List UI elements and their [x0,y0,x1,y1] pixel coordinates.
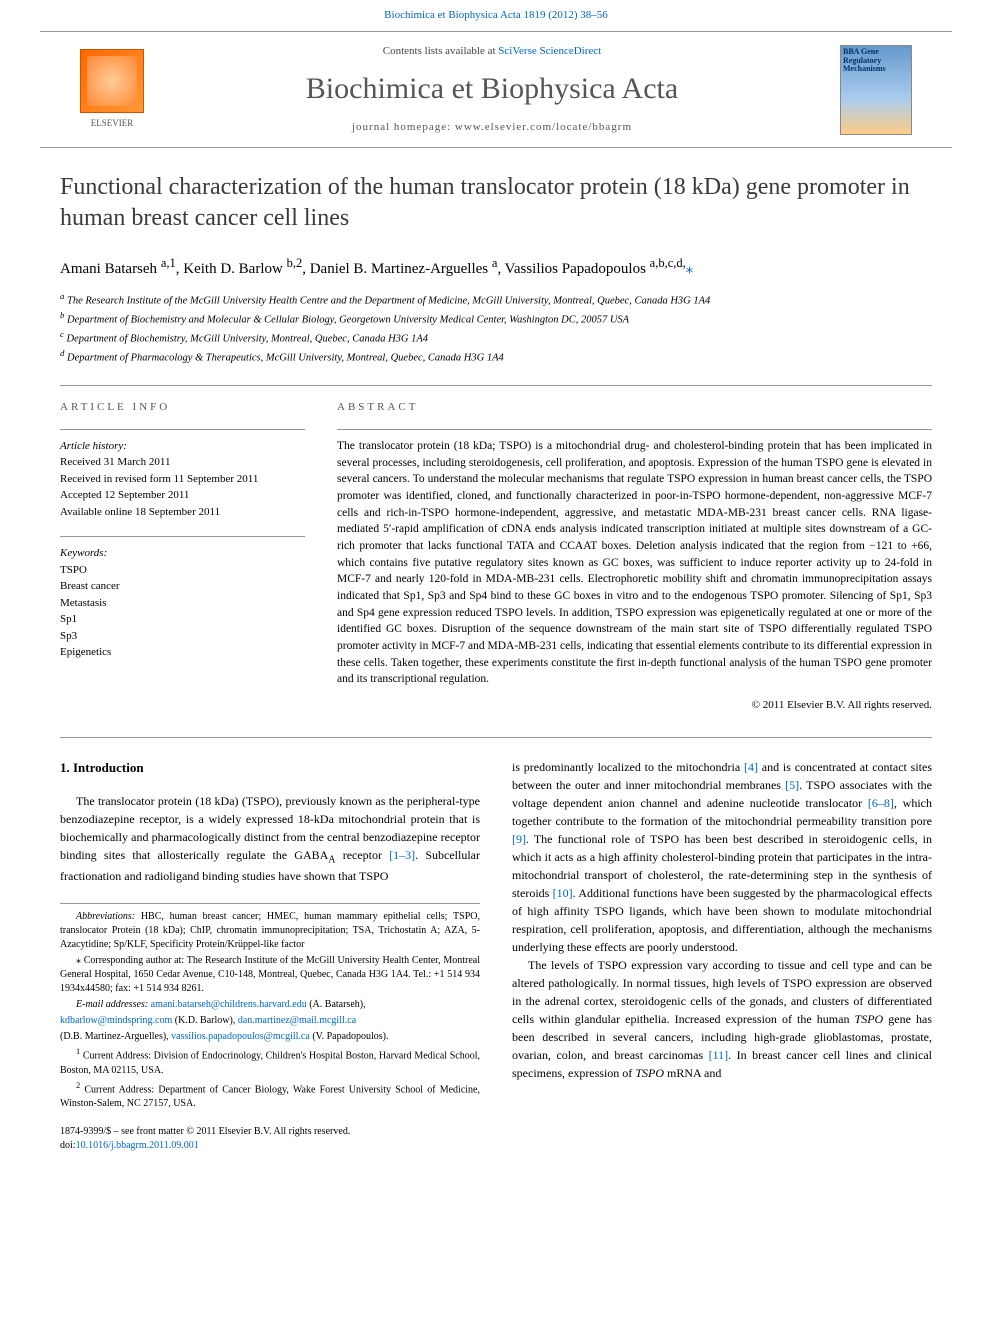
cover-label: BBA Gene Regulatory Mechanisms [843,48,909,74]
journal-homepage: journal homepage: www.elsevier.com/locat… [144,120,840,135]
intro-right-column: is predominantly localized to the mitoch… [512,758,932,1113]
ref-link[interactable]: [9] [512,832,526,846]
article-info-label: ARTICLE INFO [60,400,305,415]
abstract-copyright: © 2011 Elsevier B.V. All rights reserved… [337,698,932,713]
email-link[interactable]: dan.martinez@mail.mcgill.ca [238,1015,356,1026]
journal-title: Biochimica et Biophysica Acta [144,68,840,110]
article-info-column: ARTICLE INFO Article history: Received 3… [60,400,305,714]
masthead-center: Contents lists available at SciVerse Sci… [144,44,840,135]
doi-line: doi:10.1016/j.bbagrm.2011.09.001 [60,1139,932,1153]
page-footer: 1874-9399/$ – see front matter © 2011 El… [0,1125,992,1153]
journal-cover-icon: BBA Gene Regulatory Mechanisms [840,45,912,135]
publisher-block: ELSEVIER [80,49,144,130]
keywords-heading: Keywords: [60,545,305,562]
doi-link[interactable]: 10.1016/j.bbagrm.2011.09.001 [76,1140,199,1151]
corresponding-star-icon: ⁎ [686,261,694,277]
history-item: Accepted 12 September 2011 [60,487,305,504]
elsevier-logo-icon [80,49,144,113]
corresponding-footnote: ⁎ Corresponding author at: The Research … [60,954,480,996]
abstract-column: ABSTRACT The translocator protein (18 kD… [337,400,932,714]
affiliation-b: b Department of Biochemistry and Molecul… [60,309,932,328]
abstract-text: The translocator protein (18 kDa; TSPO) … [337,438,932,688]
keyword: Metastasis [60,595,305,612]
history-heading: Article history: [60,438,305,455]
keyword: TSPO [60,562,305,579]
affiliations: a The Research Institute of the McGill U… [60,290,932,367]
history-item: Available online 18 September 2011 [60,504,305,521]
intro-para: The translocator protein (18 kDa) (TSPO)… [60,792,480,885]
ref-link[interactable]: [6–8] [868,796,894,810]
intro-para: is predominantly localized to the mitoch… [512,758,932,956]
author-list: Amani Batarseh a,1, Keith D. Barlow b,2,… [60,255,932,280]
keyword: Sp3 [60,628,305,645]
masthead: ELSEVIER Contents lists available at Sci… [40,31,952,148]
contents-prefix: Contents lists available at [383,45,498,57]
keyword: Sp1 [60,611,305,628]
intro-left-column: 1. Introduction The translocator protein… [60,758,480,1113]
email-link[interactable]: vassilios.papadopoulos@mcgill.ca [171,1031,310,1042]
ref-link[interactable]: [5] [785,778,799,792]
email-link[interactable]: amani.batarseh@childrens.harvard.edu [151,999,307,1010]
intro-heading: 1. Introduction [60,758,480,778]
citation-header: Biochimica et Biophysica Acta 1819 (2012… [0,0,992,31]
front-matter-line: 1874-9399/$ – see front matter © 2011 El… [60,1125,932,1139]
ref-link[interactable]: [1–3] [389,848,415,862]
abstract-label: ABSTRACT [337,400,932,415]
keyword: Epigenetics [60,644,305,661]
affiliation-a: a The Research Institute of the McGill U… [60,290,932,309]
emails-line3: (D.B. Martinez-Arguelles), vassilios.pap… [60,1030,480,1044]
affiliation-d: d Department of Pharmacology & Therapeut… [60,347,932,366]
keyword: Breast cancer [60,578,305,595]
contents-line: Contents lists available at SciVerse Sci… [144,44,840,59]
email-link[interactable]: kdbarlow@mindspring.com [60,1015,172,1026]
address-note-1: 1 Current Address: Division of Endocrino… [60,1046,480,1077]
ref-link[interactable]: [11] [709,1048,729,1062]
emails-footnote: E-mail addresses: amani.batarseh@childre… [60,998,480,1012]
citation-text[interactable]: Biochimica et Biophysica Acta 1819 (2012… [384,9,608,21]
emails-line2: kdbarlow@mindspring.com (K.D. Barlow), d… [60,1014,480,1028]
history-item: Received 31 March 2011 [60,454,305,471]
article-title: Functional characterization of the human… [60,172,932,234]
keywords-block: Keywords: TSPO Breast cancer Metastasis … [60,536,305,661]
intro-para: The levels of TSPO expression vary accor… [512,956,932,1082]
history-block: Article history: Received 31 March 2011 … [60,429,305,521]
affiliation-c: c Department of Biochemistry, McGill Uni… [60,328,932,347]
ref-link[interactable]: [10] [553,886,573,900]
sciencedirect-link[interactable]: SciVerse ScienceDirect [498,45,601,57]
publisher-name: ELSEVIER [80,117,144,130]
footnotes: Abbreviations: HBC, human breast cancer;… [60,903,480,1111]
address-note-2: 2 Current Address: Department of Cancer … [60,1080,480,1111]
history-item: Received in revised form 11 September 20… [60,471,305,488]
ref-link[interactable]: [4] [744,760,758,774]
section-divider [60,737,932,738]
abbreviations-footnote: Abbreviations: HBC, human breast cancer;… [60,910,480,952]
